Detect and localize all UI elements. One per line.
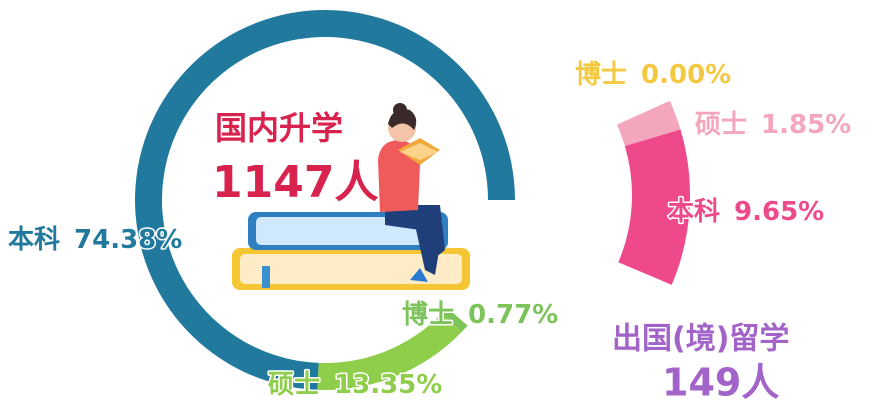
- category-name: 博士: [402, 300, 454, 330]
- value-label: 0.77%: [468, 300, 558, 330]
- segment-label: 博士 0.77%: [402, 300, 558, 330]
- segment-label: 本科 74.38%: [8, 225, 182, 255]
- category-name: 本科: [668, 197, 720, 227]
- illustration: [232, 103, 470, 290]
- segment-label: 硕士 1.85%: [695, 110, 851, 140]
- left-title: 国内升学: [215, 109, 343, 147]
- value-label: 1.85%: [761, 110, 851, 140]
- ring-segment: [616, 100, 670, 125]
- category-name: 硕士: [695, 110, 747, 140]
- ring-segment: [317, 313, 462, 391]
- segment-label: 博士 0.00%: [575, 60, 731, 90]
- category-name: 博士: [575, 60, 627, 90]
- value-label: 13.35%: [334, 370, 442, 400]
- ring-segment: [618, 129, 690, 285]
- right-title: 出国(境)留学: [612, 322, 789, 357]
- ring-segment: [441, 307, 468, 333]
- segment-label: 硕士 13.35%: [268, 370, 442, 400]
- segment-label: 本科 9.65%: [668, 197, 824, 227]
- ring-segment: [616, 100, 681, 146]
- value-label: 0.00%: [641, 60, 731, 90]
- value-label: 9.65%: [734, 197, 824, 227]
- category-name: 本科: [8, 225, 60, 255]
- category-name: 硕士: [268, 370, 320, 400]
- left-subtitle: 1147人: [212, 157, 378, 208]
- value-label: 74.38%: [74, 225, 182, 255]
- right-subtitle: 149人: [662, 361, 779, 405]
